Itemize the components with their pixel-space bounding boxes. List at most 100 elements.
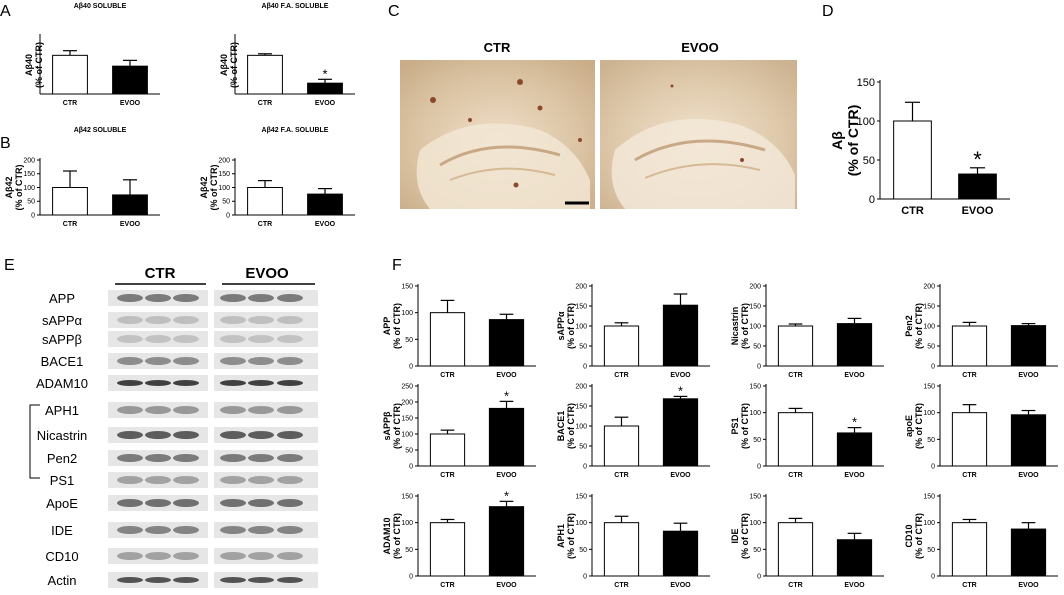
y-axis-label: sAPPα(% of CTR) — [556, 303, 576, 349]
y-tick-label: 50 — [927, 437, 935, 444]
plaque-dot — [740, 158, 744, 162]
x-tick-label: EVOO — [1018, 372, 1039, 379]
blot-band — [277, 577, 303, 583]
blot-band — [277, 380, 303, 386]
blot-band — [173, 380, 199, 386]
blot-strip-ctr — [108, 472, 208, 488]
y-tick-label: 100 — [575, 323, 587, 330]
y-tick-label: 150 — [923, 493, 935, 500]
x-tick-label: CTR — [788, 372, 802, 379]
blot-band — [277, 294, 303, 302]
y-axis-label: APH1(% of CTR) — [556, 513, 576, 559]
blot-label: APP — [49, 291, 75, 306]
y-axis-label-line: (% of CTR) — [740, 513, 750, 559]
blot-label: ADAM10 — [36, 376, 88, 391]
blot-band — [117, 526, 143, 534]
y-axis-label: PS1(% of CTR) — [730, 403, 750, 449]
blot-band — [220, 431, 246, 439]
y-axis-label-line: (% of CTR) — [392, 513, 402, 559]
blot-band — [117, 499, 143, 507]
blot-band — [277, 454, 303, 462]
chart-title: Aβ40 F.A. SOLUBLE — [262, 3, 329, 10]
blot-band — [117, 316, 143, 324]
hippocampus-layer-evoo — [634, 139, 766, 162]
blot-strip-evoo — [214, 331, 318, 347]
y-tick-label: 0 — [583, 363, 587, 370]
y-tick-label: 150 — [401, 415, 413, 422]
y-axis-label-line: (% of CTR) — [566, 403, 576, 449]
y-axis-label-line: Aβ40 — [24, 54, 34, 76]
x-tick-label: EVOO — [844, 372, 865, 379]
blot-band — [277, 476, 303, 484]
y-tick-label: 50 — [863, 155, 875, 167]
y-tick-label: 0 — [409, 363, 413, 370]
chart-f-cd10: 0 50 100 150 CD10(% of CTR) CTR EVOO — [904, 493, 1058, 589]
blot-band — [173, 431, 199, 439]
y-tick-label: 150 — [749, 303, 761, 310]
y-tick-label: 0 — [583, 573, 587, 580]
y-tick-label: 100 — [923, 520, 935, 527]
y-axis-label-line: (% of CTR) — [914, 303, 924, 349]
blot-band — [173, 499, 199, 507]
blot-band — [220, 552, 246, 560]
blot-label: BACE1 — [41, 354, 84, 369]
plaque-dot — [430, 97, 436, 103]
blot-band — [145, 380, 171, 386]
y-tick-label: 0 — [757, 363, 761, 370]
y-axis-label-line: APH1 — [556, 524, 566, 548]
y-tick-label: 0 — [409, 463, 413, 470]
blot-band — [277, 316, 303, 324]
y-tick-label: 100 — [857, 116, 875, 128]
y-tick-label: 50 — [753, 547, 761, 554]
bar-ctr — [603, 425, 640, 467]
bar-evoo — [488, 319, 525, 367]
hippocampus-layer-ctr — [439, 145, 561, 167]
blot-band — [248, 499, 274, 507]
blot-group-evoo: EVOO — [245, 265, 289, 282]
blot-band — [248, 406, 274, 414]
significance-star: * — [504, 388, 509, 403]
blot-label: APH1 — [45, 403, 79, 418]
blot-band — [248, 431, 274, 439]
blot-label: sAPPα — [42, 313, 83, 328]
bar-ctr — [603, 325, 640, 367]
blot-band — [173, 335, 199, 343]
blot-label: CD10 — [45, 549, 78, 564]
y-axis-label-line: Aβ40 — [219, 54, 229, 76]
blot-band — [277, 357, 303, 365]
y-tick-label: 50 — [405, 547, 413, 554]
x-tick-label: CTR — [788, 472, 802, 479]
blot-label: sAPPβ — [42, 332, 82, 347]
blot-band — [173, 316, 199, 324]
x-tick-label: CTR — [258, 221, 272, 228]
chart-f-ide: 0 50 100 150 IDE(% of CTR) CTR EVOO — [730, 493, 884, 589]
blot-label: ApoE — [46, 496, 78, 511]
micrograph-panel: CTR EVOO — [400, 40, 797, 209]
blot-band — [145, 406, 171, 414]
y-axis-label-line: (% of CTR) — [392, 303, 402, 349]
y-tick-label: 50 — [405, 447, 413, 454]
y-tick-label: 200 — [575, 383, 587, 390]
blot-band — [173, 454, 199, 462]
x-tick-label: EVOO — [315, 100, 336, 107]
y-axis-label: APP(% of CTR) — [382, 303, 402, 349]
bar-ctr — [52, 187, 88, 216]
blot-band — [117, 454, 143, 462]
y-axis-label-line: (% of CTR) — [740, 303, 750, 349]
plaque-dot — [537, 105, 543, 111]
x-tick-label: CTR — [788, 582, 802, 589]
blot-band — [173, 406, 199, 414]
panel-letter-d: D — [822, 3, 834, 20]
chart-f-aph1: 0 50 100 150 APH1(% of CTR) CTR EVOO — [556, 493, 710, 589]
y-axis-label-line: (% of CTR) — [392, 403, 402, 449]
plaque-dot — [517, 79, 523, 85]
y-tick-label: 100 — [401, 431, 413, 438]
chart-f-pen2: 0 50 100 150 200 Pen2(% of CTR) CTR EVOO — [904, 283, 1058, 379]
x-tick-label: EVOO — [120, 221, 141, 228]
y-tick-label: 100 — [401, 310, 413, 317]
y-axis-label-line: CD10 — [904, 524, 914, 547]
y-axis-label: Aβ42(% of CTR) — [199, 165, 219, 211]
blot-band — [220, 577, 246, 583]
y-axis-label-line: Pen2 — [904, 315, 914, 337]
